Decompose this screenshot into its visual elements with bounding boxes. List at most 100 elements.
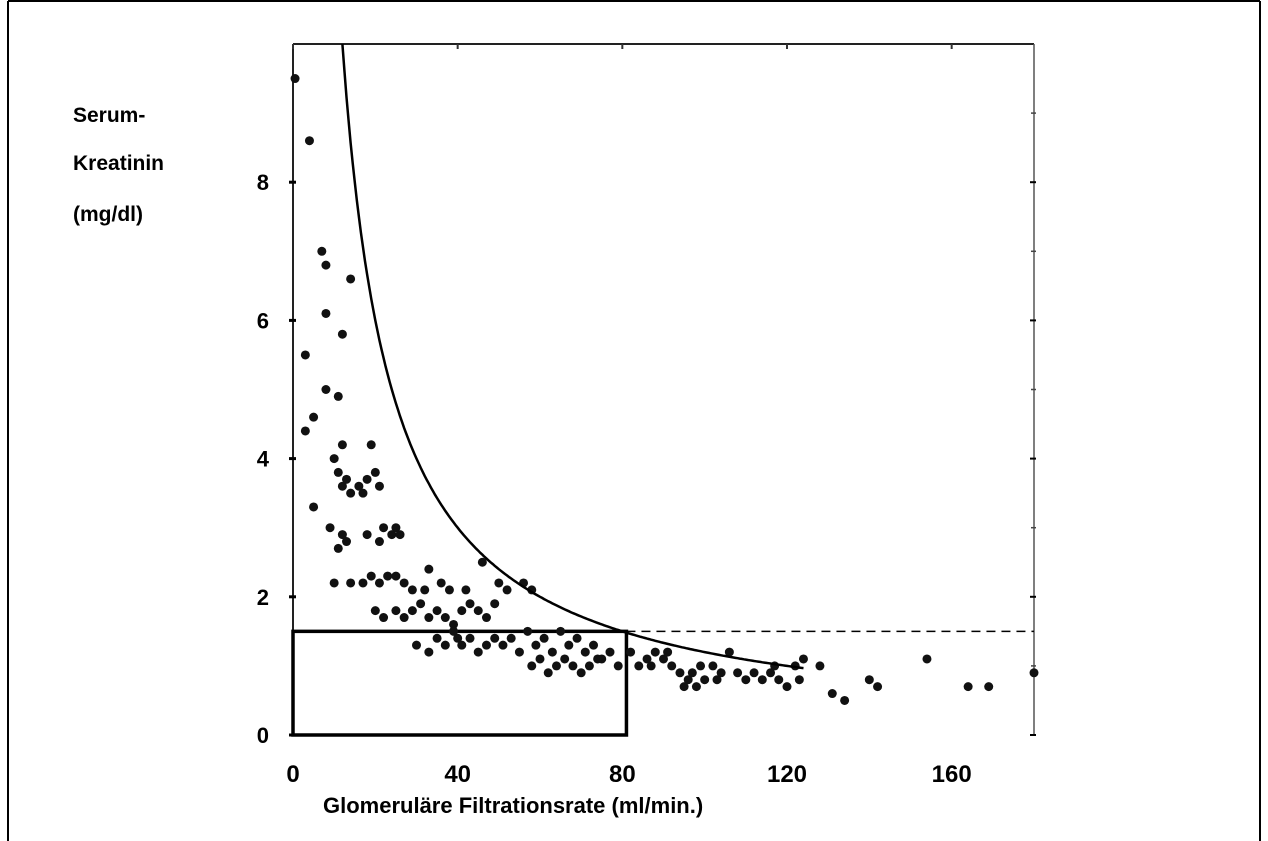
data-point (329, 454, 339, 464)
data-point (873, 682, 883, 692)
data-point (798, 654, 808, 664)
data-point (679, 682, 689, 692)
data-point (506, 633, 516, 643)
data-point (708, 661, 718, 671)
data-point (391, 571, 401, 581)
data-point (984, 682, 994, 692)
data-point (416, 599, 426, 609)
data-point (300, 350, 310, 360)
data-point (374, 578, 384, 588)
data-point (827, 689, 837, 699)
data-point (453, 633, 463, 643)
data-point (362, 474, 372, 484)
data-point (309, 412, 319, 422)
data-point (626, 647, 636, 657)
x-tick-label: 0 (286, 761, 299, 788)
data-point (346, 274, 356, 284)
data-point (539, 633, 549, 643)
x-axis-label: Glomeruläre Filtrationsrate (ml/min.) (323, 793, 704, 818)
y-axis-label-line-2: Kreatinin (73, 152, 165, 175)
data-point (589, 640, 599, 650)
data-point (564, 640, 574, 650)
data-point (337, 530, 347, 540)
data-point (391, 606, 401, 616)
y-axis-label-line-3: (mg/dl) (73, 203, 143, 226)
data-point (724, 647, 734, 657)
data-point (436, 578, 446, 588)
data-point (317, 246, 327, 256)
y-tick-label: 4 (257, 447, 270, 472)
data-point (337, 440, 347, 450)
data-point (527, 661, 537, 671)
data-point (650, 647, 660, 657)
data-point (576, 668, 586, 678)
data-point (556, 626, 566, 636)
data-point (300, 426, 310, 436)
x-tick-label: 40 (444, 761, 471, 788)
data-point (613, 661, 623, 671)
data-point (440, 613, 450, 623)
data-point (663, 647, 673, 657)
data-point (473, 647, 483, 657)
data-point (634, 661, 644, 671)
data-point (560, 654, 570, 664)
data-point (346, 488, 356, 498)
data-point (490, 599, 500, 609)
data-point (432, 633, 442, 643)
data-point (329, 578, 339, 588)
data-point (366, 440, 376, 450)
data-point (481, 613, 491, 623)
data-point (963, 682, 973, 692)
data-point (387, 530, 397, 540)
data-point (342, 474, 352, 484)
data-point (290, 74, 300, 84)
data-point (399, 578, 409, 588)
data-point (794, 675, 804, 685)
data-point (815, 661, 825, 671)
data-point (374, 537, 384, 547)
data-point (593, 654, 603, 664)
data-point (568, 661, 578, 671)
data-point (432, 606, 442, 616)
data-point (449, 619, 459, 629)
data-point (481, 640, 491, 650)
data-point (465, 599, 475, 609)
data-point (1029, 668, 1039, 678)
data-point (346, 578, 356, 588)
data-point (642, 654, 652, 664)
data-point (379, 613, 389, 623)
data-point (535, 654, 545, 664)
data-point (547, 647, 557, 657)
data-point (461, 585, 471, 595)
data-point (457, 606, 467, 616)
data-point (440, 640, 450, 650)
data-point (321, 260, 331, 270)
data-point (757, 675, 767, 685)
data-point (584, 661, 594, 671)
data-point (733, 668, 743, 678)
data-point (370, 606, 380, 616)
data-point (675, 668, 685, 678)
data-point (514, 647, 524, 657)
data-point (354, 481, 364, 491)
data-point (370, 467, 380, 477)
data-point (494, 578, 504, 588)
y-axis-label-line-1: Serum- (73, 104, 146, 127)
data-point (449, 626, 459, 636)
data-point (374, 481, 384, 491)
data-point (358, 488, 368, 498)
data-point (337, 329, 347, 339)
y-tick-label: 6 (257, 308, 269, 333)
data-point (333, 543, 343, 553)
data-point (407, 585, 417, 595)
x-tick-label: 160 (932, 761, 972, 788)
data-point (580, 647, 590, 657)
data-point (691, 682, 701, 692)
chart-frame: 0 2 4 6 8 0 40 80 120 160 Serum- Kreatinin (mg/dl… (7, 0, 1261, 841)
data-point (712, 675, 722, 685)
data-point (333, 467, 343, 477)
creatinine-gfr-curve (341, 43, 804, 670)
data-point (572, 633, 582, 643)
data-point (321, 385, 331, 394)
data-point (490, 633, 500, 643)
